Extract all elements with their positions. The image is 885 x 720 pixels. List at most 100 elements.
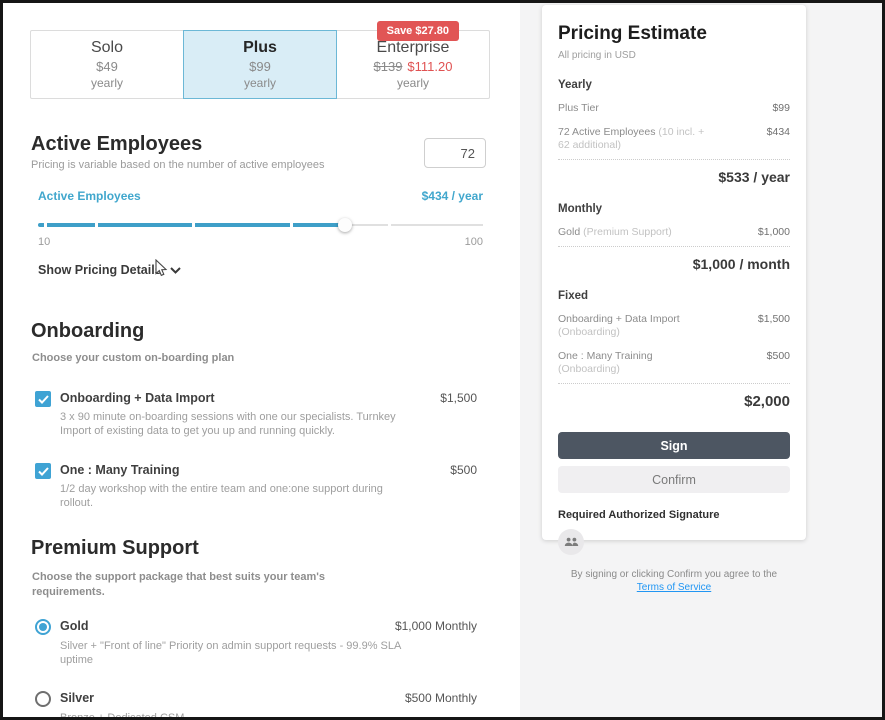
estimate-section-heading: Yearly [558, 79, 592, 91]
line-item-label: Gold [558, 226, 581, 238]
terms-of-service-link[interactable]: Terms of Service [636, 582, 712, 593]
show-pricing-details-toggle[interactable]: Show Pricing Details [38, 263, 181, 277]
estimate-section-heading: Fixed [558, 290, 589, 302]
estimate-line-item: Plus Tier $99 [558, 102, 790, 115]
option-description: Bronze + Dedicated CSM [60, 712, 185, 720]
slider-track [345, 224, 483, 226]
tier-plus[interactable]: Plus $99 yearly [183, 30, 337, 99]
slider-max-label: 100 [464, 236, 483, 248]
slider-tick [388, 222, 392, 228]
check-icon [37, 466, 49, 476]
fixed-total: $2,000 [744, 393, 790, 410]
slider-min-label: 10 [38, 236, 51, 248]
slider-fill [38, 223, 346, 227]
signature-avatar[interactable] [558, 529, 584, 555]
support-option-row: Silver $500 Monthly [35, 691, 477, 707]
estimate-line-item: Gold (Premium Support) $1,000 [558, 226, 790, 239]
active-employees-title: Active Employees [31, 133, 203, 155]
employee-count-slider[interactable] [38, 218, 483, 232]
estimate-title: Pricing Estimate [558, 23, 707, 44]
radio-selected[interactable] [35, 619, 51, 635]
option-label: Silver [60, 691, 95, 705]
option-description: 1/2 day workshop with the entire team an… [60, 483, 383, 509]
confirm-button[interactable]: Confirm [558, 466, 790, 493]
line-item-label: Plus Tier [558, 102, 599, 114]
estimate-line-item: 72 Active Employees (10 incl. + 62 addit… [558, 126, 790, 152]
estimate-subtitle: All pricing in USD [558, 50, 636, 61]
tier-period: yearly [396, 76, 429, 90]
configuration-panel: Save $27.80 Solo $49 yearly Plus $99 yea… [3, 3, 520, 717]
option-price: $1,000 Monthly [394, 619, 477, 633]
support-option-row: Gold $1,000 Monthly [35, 619, 477, 635]
group-icon [564, 537, 578, 546]
radio-unselected[interactable] [35, 691, 51, 707]
sign-button[interactable]: Sign [558, 432, 790, 459]
chevron-down-icon [169, 266, 181, 274]
line-item-label: Onboarding + Data Import [558, 313, 680, 325]
onboarding-option-row: One : Many Training $500 [35, 463, 477, 479]
slider-value-label: $434 / year [421, 189, 483, 203]
slider-label-row: Active Employees $434 / year [38, 189, 483, 203]
estimate-section-heading: Monthly [558, 203, 603, 215]
tier-name: Enterprise [376, 39, 450, 56]
slider-label: Active Employees [38, 189, 141, 203]
onboarding-subtitle: Choose your custom on-boarding plan [32, 352, 235, 364]
line-item-price: $434 [766, 126, 790, 138]
monthly-total: $1,000 / month [692, 256, 790, 272]
show-pricing-details-label: Show Pricing Details [38, 263, 162, 277]
yearly-total: $533 / year [718, 169, 790, 185]
dotted-divider [558, 383, 790, 384]
tier-discounted-price: $111.20 [407, 59, 453, 74]
slider-tick [44, 222, 48, 228]
agreement-text: By signing or clicking Confirm you agree… [570, 569, 778, 580]
onboarding-title: Onboarding [31, 320, 145, 342]
check-icon [37, 394, 49, 404]
slider-tick [289, 222, 293, 228]
tier-name: Plus [243, 39, 277, 56]
option-price: $1,500 [440, 391, 477, 405]
option-label: One : Many Training [60, 463, 180, 477]
line-item-note: (Premium Support) [583, 226, 672, 238]
pricing-estimate-card: Pricing Estimate All pricing in USD Year… [542, 5, 806, 593]
tier-selector: Save $27.80 Solo $49 yearly Plus $99 yea… [30, 21, 490, 99]
onboarding-option-row: Onboarding + Data Import $1,500 [35, 391, 477, 407]
option-label: Onboarding + Data Import [60, 391, 215, 405]
line-item-price: $1,500 [757, 313, 790, 325]
option-price: $500 Monthly [404, 691, 477, 705]
save-badge: Save $27.80 [376, 21, 459, 41]
premium-support-title: Premium Support [31, 537, 199, 559]
tier-name: Solo [90, 39, 124, 56]
dotted-divider [558, 246, 790, 247]
signature-label: Required Authorized Signature [558, 509, 720, 521]
tier-price: $49 [96, 59, 118, 74]
tier-solo[interactable]: Solo $49 yearly [31, 31, 183, 98]
tier-period: yearly [90, 76, 123, 90]
checkbox-checked[interactable] [35, 463, 51, 479]
tier-period: yearly [243, 76, 276, 90]
line-item-note: (Onboarding) [558, 363, 620, 375]
option-description: 3 x 90 minute on-boarding sessions with … [60, 411, 396, 437]
line-item-label: One : Many Training [558, 350, 653, 362]
slider-handle[interactable] [338, 218, 353, 232]
slider-tick [94, 222, 98, 228]
line-item-label: 72 Active Employees [558, 126, 656, 138]
checkbox-checked[interactable] [35, 391, 51, 407]
employee-count-input[interactable] [424, 138, 486, 168]
slider-tick [191, 222, 195, 228]
tier-enterprise[interactable]: Enterprise $139 $111.20 yearly [337, 31, 489, 98]
tier-price: $139 $111.20 [374, 59, 453, 74]
estimate-line-item: Onboarding + Data Import (Onboarding) $1… [558, 313, 790, 339]
mouse-cursor [155, 259, 168, 277]
line-item-note: (10 incl. + 62 additional) [558, 126, 705, 151]
line-item-price: $99 [772, 102, 790, 114]
option-label: Gold [60, 619, 89, 633]
line-item-price: $500 [766, 350, 790, 362]
tier-original-price: $139 [373, 59, 403, 74]
active-employees-subtitle: Pricing is variable based on the number … [31, 159, 325, 171]
dotted-divider [558, 159, 790, 160]
line-item-price: $1,000 [757, 226, 790, 238]
option-description: Silver + "Front of line" Priority on adm… [60, 640, 401, 666]
line-item-note: (Onboarding) [558, 326, 620, 338]
tier-price: $99 [249, 59, 271, 74]
